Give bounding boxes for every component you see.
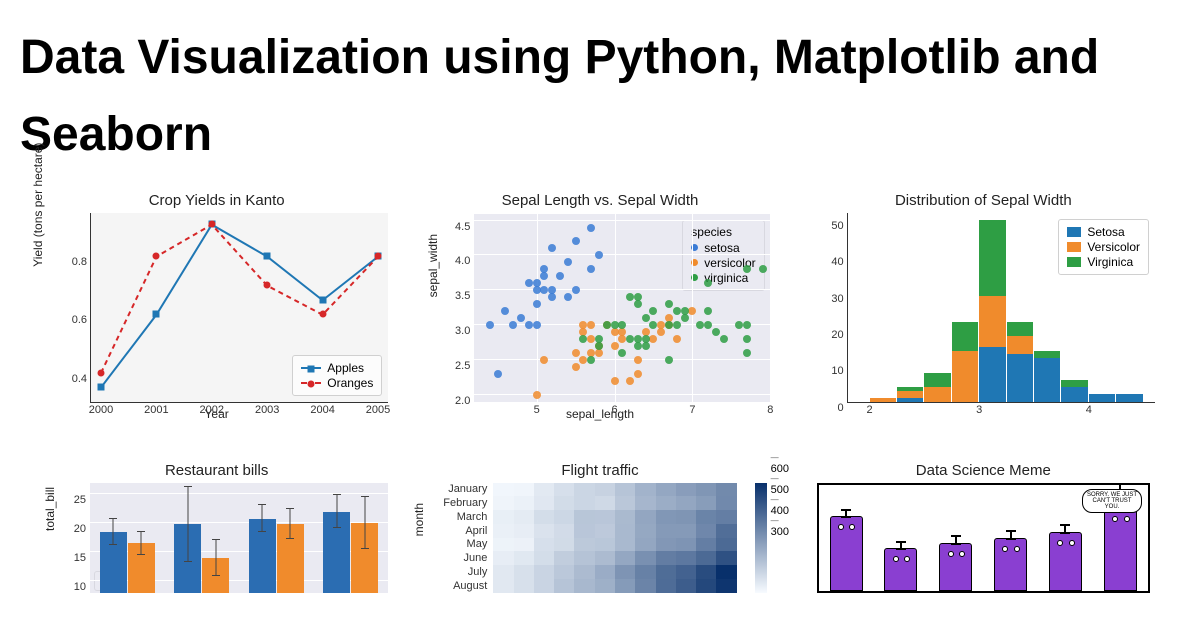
heatmap-plot: JanuaryFebruaryMarchAprilMayJuneJulyAugu… <box>493 483 736 593</box>
meme-image: SORRY. WE JUST CAN'T TRUST YOU. <box>817 483 1150 593</box>
chart-grid: Crop Yields in Kanto Yield (tons per hec… <box>0 192 1200 602</box>
heatmap-ylabel: month <box>412 503 426 536</box>
line-chart-title: Crop Yields in Kanto <box>40 192 393 209</box>
heatmap-title: Flight traffic <box>423 462 776 479</box>
line-chart-ylabel: Yield (tons per hectare) <box>31 142 45 266</box>
page-title: Data Visualization using Python, Matplot… <box>0 0 1200 182</box>
bar-chart-panel: Restaurant bills total_bill 10152025 sex <box>40 462 393 602</box>
scatter-chart-plot: 2.02.53.03.54.04.5 5678 speciessetosaver… <box>473 213 771 403</box>
hist-chart-title: Distribution of Sepal Width <box>807 192 1160 209</box>
heatmap-panel: Flight traffic month JanuaryFebruaryMarc… <box>423 462 776 602</box>
line-chart-plot: 0.40.60.8 200020012002200320042005 Apple… <box>90 213 388 403</box>
hist-chart-panel: Distribution of Sepal Width 01020304050 … <box>807 192 1160 452</box>
bar-chart-title: Restaurant bills <box>40 462 393 479</box>
scatter-chart-panel: Sepal Length vs. Sepal Width sepal_width… <box>423 192 776 452</box>
meme-title: Data Science Meme <box>807 462 1160 479</box>
meme-panel: Data Science Meme SORRY. WE JUST CAN'T T… <box>807 462 1160 602</box>
heatmap-colorbar <box>755 483 767 593</box>
line-chart-panel: Crop Yields in Kanto Yield (tons per hec… <box>40 192 393 452</box>
scatter-chart-title: Sepal Length vs. Sepal Width <box>423 192 776 209</box>
bar-chart-plot: 10152025 sex <box>90 483 388 593</box>
hist-chart-plot: 01020304050 234 SetosaVersicolorVirginic… <box>847 213 1155 403</box>
hist-chart-legend: SetosaVersicolorVirginica <box>1058 219 1149 275</box>
